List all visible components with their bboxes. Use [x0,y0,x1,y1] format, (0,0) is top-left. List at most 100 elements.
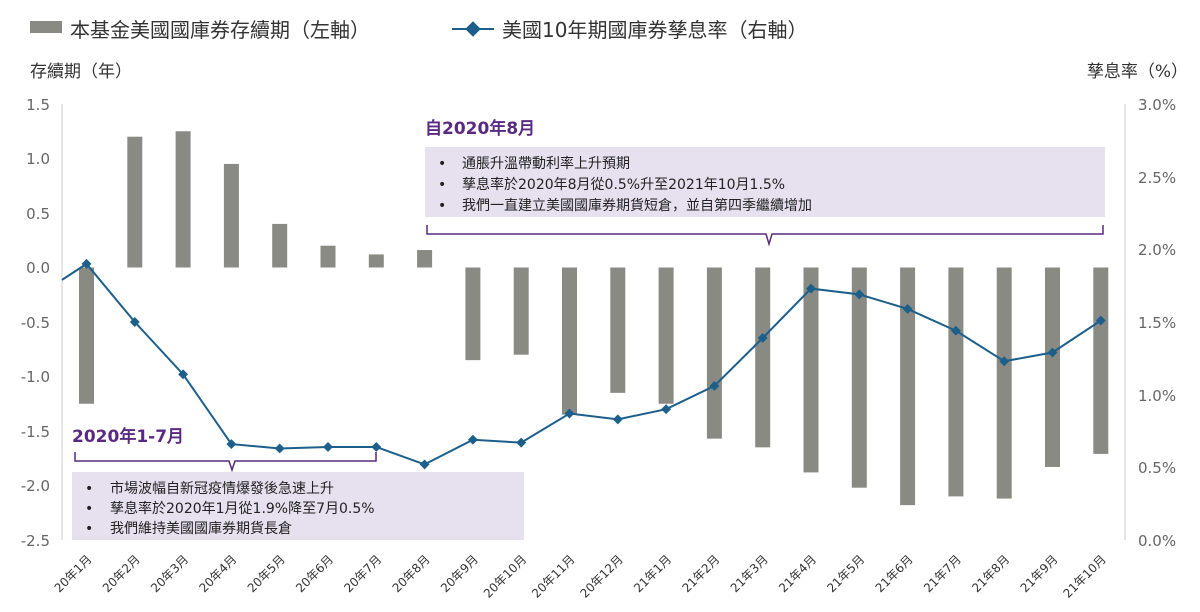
annotation-bullet-marker: • [85,501,93,517]
x-tick-label: 20年12月 [577,552,625,600]
x-tick-label: 21年5月 [824,552,867,595]
annotation-bullet: 我們維持美國國庫券期貨長倉 [110,520,292,537]
duration-bar [320,245,336,268]
yield-point [419,459,430,470]
yield-point [902,303,913,314]
x-axis-ticks: 20年1月 20年2月 20年3月 20年4月 20年5月 20年6月 20年7月 20年8月… [52,552,1109,600]
yield-point [1095,315,1106,326]
duration-bar [996,267,1012,499]
left-axis-ticks: 1.5 1.0 0.5 0.0 -0.5 -1.0 -1.5 -2.0 -2.5 [21,96,50,550]
yield-point [806,283,816,294]
right-tick-label: 1.0% [1138,387,1176,405]
annotation-bullet-marker: • [438,177,446,193]
yield-point [323,442,333,452]
x-tick-label: 20年7月 [341,552,384,595]
annotation-bullet-marker: • [438,198,446,214]
duration-bar [1093,267,1109,454]
annotation-bullet: 孳息率於2020年8月從0.5%升至2021年10月1.5% [462,176,785,193]
yield-point [178,369,189,380]
duration-bar [851,267,867,488]
duration-bar [803,267,819,473]
left-tick-label: -2.0 [21,477,50,495]
yield-point [129,317,140,327]
yield-point [999,356,1010,367]
yield-point [516,437,527,448]
yield-point [274,443,285,454]
duration-bar [562,267,577,415]
x-tick-label: 20年5月 [245,552,288,595]
duration-bar [658,267,674,404]
left-tick-label: 0.0 [26,259,50,277]
x-tick-label: 20年6月 [293,552,336,595]
x-tick-label: 20年8月 [390,552,433,595]
left-tick-label: 1.5 [26,96,50,114]
yield-point [854,289,865,300]
annotation-bullet: 市場波幅自新冠疫情爆發後急速上升 [110,480,334,497]
duration-bar [465,267,481,361]
duration-bar [513,267,529,355]
duration-bar [610,267,626,393]
line-series [61,258,1106,470]
annotation-bullet-marker: • [85,481,93,497]
annotation-bracket [426,225,1104,247]
duration-bar [368,254,384,268]
x-tick-label: 20年2月 [100,552,143,595]
right-tick-label: 3.0% [1138,96,1176,114]
duration-bar [948,267,964,497]
duration-bar [706,267,722,439]
x-tick-label: 20年1月 [52,552,95,595]
right-tick-label: 1.5% [1138,314,1176,332]
yield-point [564,408,575,419]
x-tick-label: 21年7月 [921,552,964,595]
annotation-bullet: 孳息率於2020年1月從1.9%降至7月0.5% [110,500,375,517]
duration-bar [175,131,191,268]
x-tick-label: 21年1月 [631,552,674,595]
annotation-bullet: 通脹升溫帶動利率上升預期 [462,155,630,172]
x-tick-label: 21年2月 [679,552,722,595]
legend: 本基金美國國庫券存續期（左軸） 美國10年期國庫券孳息率（右軸） [30,18,807,42]
duration-bar [755,267,771,448]
annotation-bullet-marker: • [85,521,93,537]
annotation-box [72,472,524,540]
legend-line-label: 美國10年期國庫券孳息率（右軸） [502,18,807,42]
left-axis-title: 存續期（年） [30,62,132,82]
right-tick-label: 0.0% [1138,532,1176,550]
yield-point [371,442,382,452]
x-tick-label: 20年9月 [438,552,481,595]
x-tick-label: 20年11月 [529,552,577,600]
annotation-title: 自2020年8月 [425,118,535,139]
x-tick-label: 21年6月 [873,552,916,595]
left-tick-label: 0.5 [26,205,50,223]
legend-bar-swatch [30,21,62,33]
yield-point [757,333,768,343]
right-tick-label: 0.5% [1138,459,1176,477]
bar-series [79,131,1109,506]
x-tick-label: 21年10月 [1060,552,1108,600]
yield-line [61,262,1102,466]
left-tick-label: -1.5 [21,423,50,441]
duration-bar [417,250,433,268]
right-axis-title: 孳息率（%） [1087,62,1188,82]
duration-bar [1045,267,1060,467]
left-tick-label: -1.0 [21,368,50,386]
yield-point [467,434,478,445]
annotation-bullet: 我們一直建立美國國庫券期貨短倉，並自第四季繼續增加 [462,197,812,214]
x-tick-label: 20年10月 [481,552,529,600]
duration-bar [127,136,143,268]
annotation-bracket [74,452,377,473]
x-tick-label: 20年4月 [196,552,239,595]
left-tick-label: 1.0 [26,150,50,168]
right-tick-label: 2.0% [1138,241,1176,259]
left-tick-label: -2.5 [21,532,50,550]
yield-point [226,439,237,450]
x-tick-label: 21年9月 [1018,552,1061,595]
annotation-bullet-marker: • [438,156,446,172]
duration-bar [79,267,94,404]
legend-bar-label: 本基金美國國庫券存續期（左軸） [70,18,370,42]
yield-point [709,380,720,391]
annotation-aug-2020: 自2020年8月 • 通脹升溫帶動利率上升預期 • 孳息率於2020年8月從0.… [425,118,1105,247]
duration-bar [900,267,916,506]
right-tick-label: 2.5% [1138,169,1176,187]
duration-bar [223,163,239,268]
